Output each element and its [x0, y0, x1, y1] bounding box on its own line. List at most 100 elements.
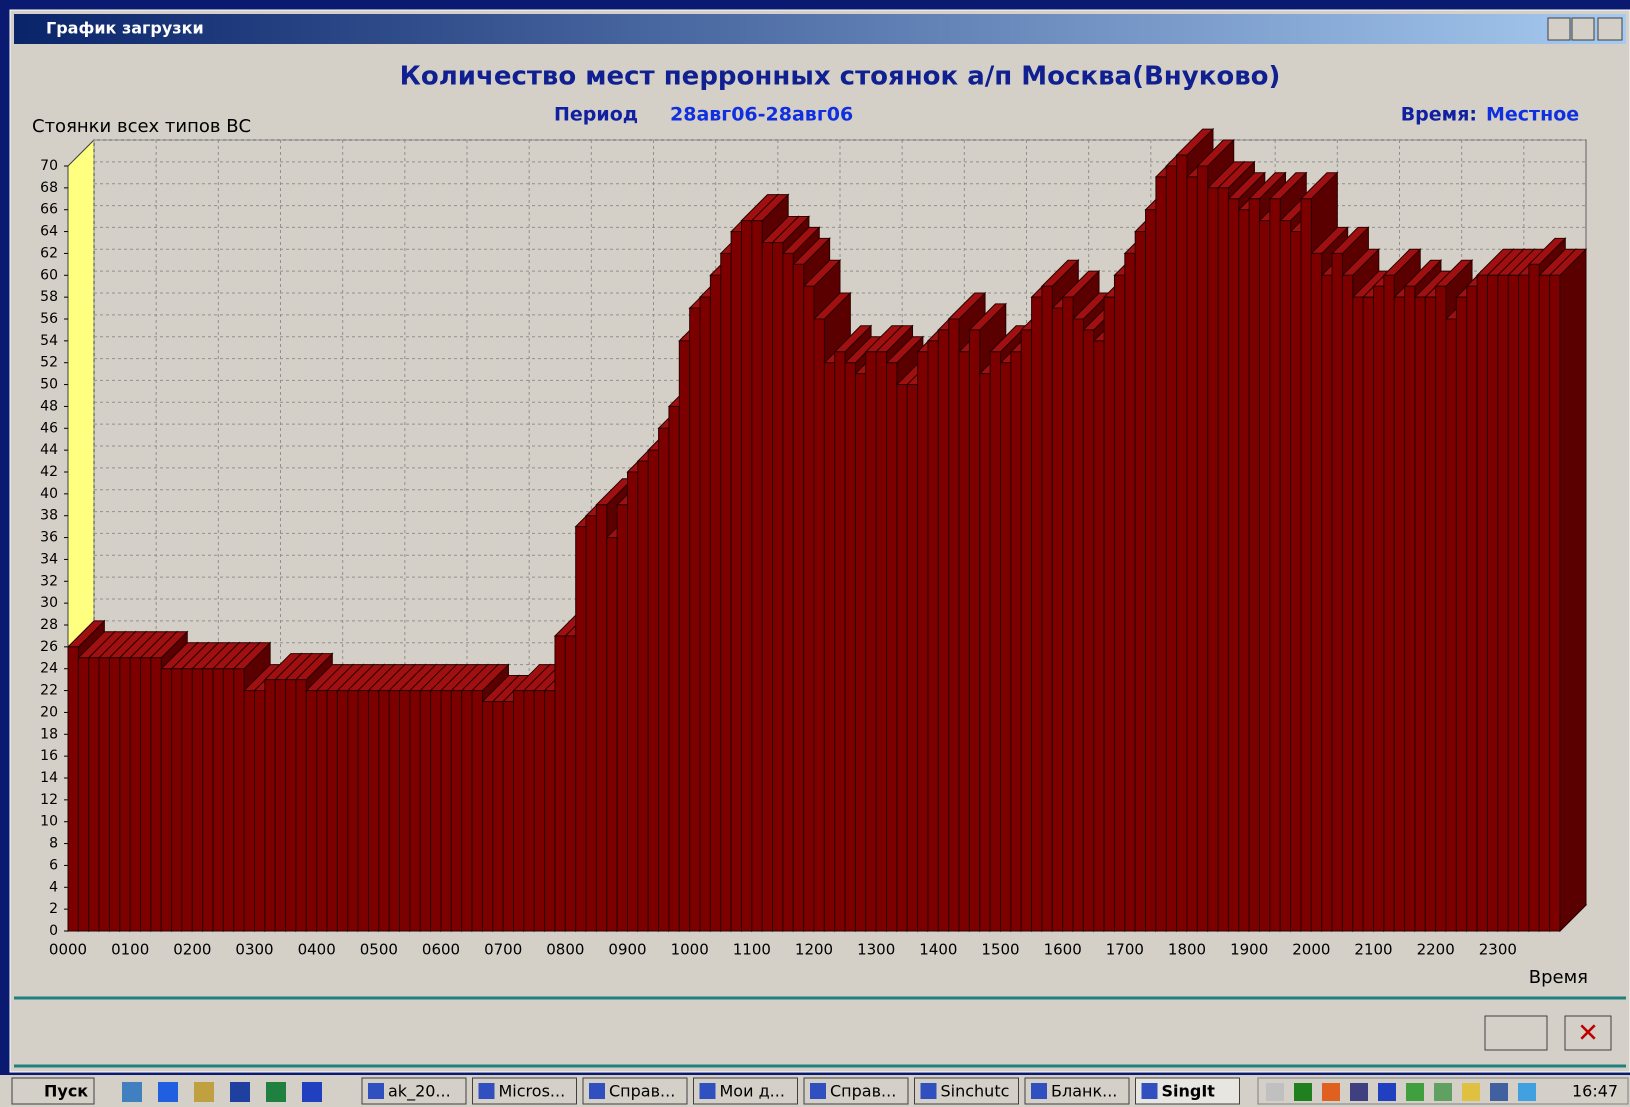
- task-label: Мои д...: [720, 1082, 785, 1101]
- task-label: Sinchutc: [941, 1082, 1010, 1101]
- maximize-button[interactable]: [1571, 17, 1595, 41]
- bar: [647, 449, 660, 932]
- x-tick-label: 0100: [111, 941, 149, 959]
- x-tick-label: 0200: [173, 941, 211, 959]
- quick-launch-icon[interactable]: [122, 1082, 142, 1102]
- bar: [730, 231, 742, 932]
- bar: [461, 690, 473, 932]
- bar: [658, 427, 670, 932]
- y-tick-label: 24: [40, 661, 58, 677]
- bar: [720, 252, 732, 932]
- tray-icon: [1266, 1083, 1284, 1101]
- bar: [295, 679, 307, 932]
- close-window-button[interactable]: [1597, 17, 1623, 41]
- minimize-button[interactable]: [1547, 17, 1571, 41]
- x-tick-label: 1500: [981, 941, 1019, 959]
- bar: [222, 668, 235, 932]
- bar: [129, 657, 142, 932]
- bar: [1424, 296, 1437, 932]
- bar: [419, 690, 432, 932]
- bar: [761, 242, 774, 932]
- bar: [191, 668, 204, 932]
- bar: [1435, 285, 1447, 932]
- bar: [751, 220, 763, 932]
- quick-launch-icon[interactable]: [230, 1082, 250, 1102]
- close-icon: ✕: [1577, 1019, 1599, 1049]
- bar: [233, 668, 245, 932]
- task-icon: [1141, 1083, 1158, 1099]
- y-tick-label: 54: [40, 333, 58, 349]
- bar: [513, 690, 525, 932]
- bar: [896, 384, 908, 932]
- task-icon: [368, 1083, 384, 1099]
- quick-launch-icon[interactable]: [302, 1082, 322, 1102]
- bar: [917, 351, 929, 932]
- bar: [1248, 198, 1261, 932]
- bar: [305, 690, 318, 932]
- bar: [1186, 176, 1198, 932]
- bar: [1341, 274, 1354, 932]
- bar: [740, 220, 753, 932]
- close-button[interactable]: [1564, 1015, 1612, 1051]
- task-label: Справ...: [830, 1082, 896, 1101]
- bar: [1207, 187, 1219, 932]
- y-tick-label: 28: [40, 617, 58, 633]
- bar: [575, 526, 587, 932]
- bar: [927, 340, 939, 932]
- bar: [1310, 252, 1323, 932]
- y-tick-label: 26: [40, 639, 58, 655]
- y-tick-label: 68: [40, 180, 58, 196]
- bar: [616, 504, 629, 932]
- bar: [854, 373, 867, 932]
- bar: [471, 690, 483, 932]
- bar: [1362, 296, 1375, 932]
- x-tick-label: 1000: [671, 941, 709, 959]
- bar: [533, 690, 546, 932]
- y-axis-label: Стоянки всех типов ВС: [32, 116, 251, 137]
- quick-launch-icon[interactable]: [266, 1082, 286, 1102]
- y-tick-label: 6: [49, 857, 58, 873]
- bar: [202, 668, 214, 932]
- bar: [709, 274, 722, 932]
- x-axis-label: Время: [1529, 967, 1588, 988]
- quick-launch-icon[interactable]: [158, 1082, 178, 1102]
- task-label: SingIt: [1162, 1082, 1216, 1101]
- bar: [481, 701, 494, 932]
- start-button[interactable]: [11, 1077, 95, 1105]
- bar: [1082, 329, 1095, 932]
- print-button[interactable]: [1484, 1015, 1548, 1051]
- bar: [1466, 285, 1478, 932]
- tray-icon: [1406, 1083, 1424, 1101]
- y-tick-label: 8: [49, 836, 58, 852]
- bar: [160, 668, 173, 932]
- window-title: График загрузки: [46, 19, 204, 38]
- task-icon: [920, 1083, 937, 1099]
- bar: [243, 690, 255, 932]
- x-tick-label: 2100: [1354, 941, 1392, 959]
- tray-icon: [1490, 1083, 1508, 1101]
- clock: 16:47: [1572, 1082, 1618, 1101]
- quick-launch-icon[interactable]: [194, 1082, 214, 1102]
- tray-icon: [1378, 1083, 1396, 1101]
- bar: [544, 690, 556, 932]
- y-tick-label: 40: [40, 486, 58, 502]
- bar: [689, 307, 701, 932]
- x-tick-label: 1400: [919, 941, 957, 959]
- bar: [906, 384, 919, 932]
- bar: [1404, 285, 1416, 932]
- y-tick-label: 20: [40, 704, 58, 720]
- bar: [886, 362, 898, 932]
- bar: [409, 690, 421, 932]
- y-tick-label: 58: [40, 289, 58, 305]
- chart-title: Количество мест перронных стоянок а/п Мо…: [400, 62, 1281, 92]
- bar: [88, 657, 100, 932]
- y-tick-label: 44: [40, 442, 58, 458]
- bar: [440, 690, 452, 932]
- y-tick-label: 12: [40, 792, 58, 808]
- title-bar: [14, 14, 1626, 44]
- bar: [1476, 274, 1488, 932]
- bar: [171, 668, 183, 932]
- x-tick-label: 0700: [484, 941, 522, 959]
